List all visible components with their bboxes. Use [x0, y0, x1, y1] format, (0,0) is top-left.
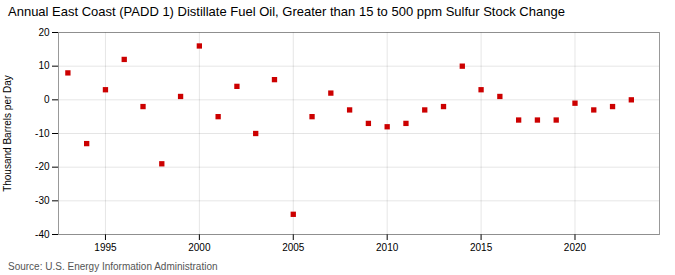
svg-text:-30: -30: [35, 195, 50, 206]
svg-text:2000: 2000: [188, 242, 211, 253]
svg-text:-40: -40: [35, 229, 50, 240]
svg-text:10: 10: [38, 60, 50, 71]
svg-text:2010: 2010: [376, 242, 399, 253]
svg-text:-10: -10: [35, 128, 50, 139]
svg-text:Thousand Barrels per Day: Thousand Barrels per Day: [2, 75, 13, 192]
svg-text:2015: 2015: [470, 242, 493, 253]
html-text:Source: U.S. Energy Informatio: Source: U.S. Energy Information Administ…: [8, 261, 218, 272]
html-text:Annual East Coast (PADD 1) Dis: Annual East Coast (PADD 1) Distillate Fu…: [8, 4, 565, 19]
svg-text:1995: 1995: [94, 242, 117, 253]
svg-text:0: 0: [44, 94, 50, 105]
svg-text:2005: 2005: [282, 242, 305, 253]
svg-text:-20: -20: [35, 161, 50, 172]
svg-text:20: 20: [38, 27, 50, 38]
svg-text:2020: 2020: [564, 242, 587, 253]
